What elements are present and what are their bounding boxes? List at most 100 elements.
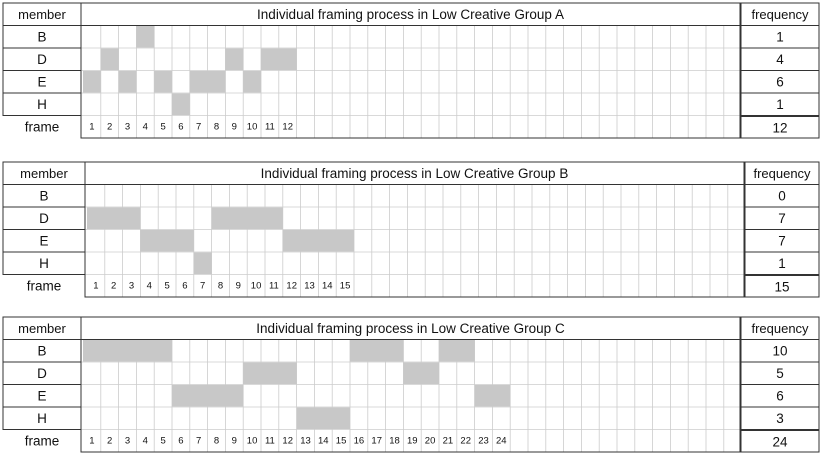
frame-number: 2 xyxy=(107,435,112,446)
member-header: member xyxy=(20,166,68,181)
frame-cell-D-9 xyxy=(229,207,248,229)
frequency-value: 4 xyxy=(776,52,784,67)
frequency-value: 3 xyxy=(776,411,784,426)
frame-number: 8 xyxy=(214,121,219,132)
frame-number: 17 xyxy=(371,435,382,446)
frame-number: 1 xyxy=(93,280,98,291)
frequency-value: 1 xyxy=(778,256,786,271)
frame-number: 3 xyxy=(125,435,130,446)
frequency-column-border xyxy=(744,161,820,275)
frame-number: 7 xyxy=(200,280,205,291)
member-label: B xyxy=(37,29,46,44)
frame-cell-B-4 xyxy=(136,26,155,48)
frame-number: 14 xyxy=(318,435,329,446)
frame-cell-E-6 xyxy=(176,230,194,252)
frame-number: 22 xyxy=(460,435,471,446)
table-block-c: member Individual framing process in Low … xyxy=(2,316,820,453)
member-label: E xyxy=(37,74,46,89)
frame-cell-D-12 xyxy=(278,362,297,384)
frame-number: 9 xyxy=(232,435,237,446)
frame-number: 11 xyxy=(265,435,275,446)
frame-cell-D-8 xyxy=(211,207,230,229)
member-label: E xyxy=(39,233,48,248)
frame-number: 6 xyxy=(178,121,183,132)
frame-cell-E-15 xyxy=(336,230,354,252)
frame-cell-B-18 xyxy=(385,340,404,362)
member-label: D xyxy=(39,211,49,226)
frame-number: 1 xyxy=(89,121,94,132)
table-title: Individual framing process in Low Creati… xyxy=(257,7,564,22)
frame-number: 11 xyxy=(269,280,279,291)
frame-number: 23 xyxy=(478,435,489,446)
frame-number: 20 xyxy=(425,435,436,446)
frame-cell-E-7 xyxy=(189,71,208,93)
frame-cell-B-16 xyxy=(350,340,368,362)
frame-number: 6 xyxy=(178,435,183,446)
frame-number: 16 xyxy=(354,435,365,446)
grid-border xyxy=(80,25,741,139)
total-frequency: 12 xyxy=(772,120,787,135)
frame-number: 10 xyxy=(247,121,258,132)
frame-number: 15 xyxy=(340,280,351,291)
frame-number: 4 xyxy=(143,121,148,132)
frame-number: 15 xyxy=(336,435,347,446)
frame-number: 11 xyxy=(265,121,275,132)
frequency-value: 0 xyxy=(778,188,786,203)
frequency-value: 7 xyxy=(778,211,786,226)
frame-number: 8 xyxy=(218,280,223,291)
table-block-a: member Individual framing process in Low … xyxy=(2,2,820,139)
frame-label: frame xyxy=(27,278,62,293)
frame-cell-B-22 xyxy=(456,340,475,362)
frame-cell-D-2 xyxy=(104,207,123,229)
frame-cell-D-19 xyxy=(403,362,422,384)
frame-cell-E-10 xyxy=(243,71,261,93)
frame-label: frame xyxy=(25,119,60,134)
member-label: E xyxy=(37,388,46,403)
total-box-border xyxy=(740,430,820,453)
total-box-border xyxy=(744,275,820,298)
frame-number: 9 xyxy=(236,280,241,291)
total-box-border xyxy=(740,116,820,139)
frame-number: 12 xyxy=(286,280,297,291)
frame-cell-E-1 xyxy=(83,71,101,93)
frequency-value: 7 xyxy=(778,233,786,248)
frequency-value: 10 xyxy=(772,343,787,358)
frame-cell-B-3 xyxy=(118,340,137,362)
member-label: D xyxy=(37,366,47,381)
frame-cell-E-8 xyxy=(207,71,226,93)
frame-cell-E-24 xyxy=(492,385,511,407)
frame-cell-H-13 xyxy=(296,407,315,429)
frame-cell-E-4 xyxy=(140,230,159,252)
frame-cell-D-20 xyxy=(421,362,439,384)
frame-number: 21 xyxy=(443,435,454,446)
member-label: H xyxy=(39,256,49,271)
member-label: B xyxy=(37,343,46,358)
frequency-column-border xyxy=(740,2,820,116)
frequency-header: frequency xyxy=(753,166,811,181)
frame-number: 24 xyxy=(496,435,507,446)
frame-number: 5 xyxy=(164,280,169,291)
frame-number: 3 xyxy=(129,280,134,291)
frame-number: 7 xyxy=(196,121,201,132)
frame-number: 3 xyxy=(125,121,130,132)
frame-cell-H-7 xyxy=(193,252,212,274)
frame-cell-E-7 xyxy=(189,385,208,407)
frame-number: 2 xyxy=(107,121,112,132)
frame-cell-D-2 xyxy=(100,48,119,70)
frame-label: frame xyxy=(25,433,60,448)
total-frequency: 15 xyxy=(774,279,789,294)
frame-cell-E-9 xyxy=(225,385,244,407)
frame-cell-B-1 xyxy=(83,340,101,362)
frame-cell-B-2 xyxy=(100,340,119,362)
frame-number: 6 xyxy=(182,280,187,291)
frame-cell-D-11 xyxy=(265,207,283,229)
frame-cell-D-10 xyxy=(243,362,261,384)
frame-cell-E-13 xyxy=(300,230,319,252)
frame-number: 9 xyxy=(232,121,237,132)
frame-cell-H-14 xyxy=(314,407,333,429)
frame-cell-E-3 xyxy=(118,71,137,93)
frame-cell-D-12 xyxy=(278,48,297,70)
frame-cell-H-6 xyxy=(172,93,190,115)
frame-cell-B-4 xyxy=(136,340,155,362)
frame-cell-B-21 xyxy=(439,340,457,362)
